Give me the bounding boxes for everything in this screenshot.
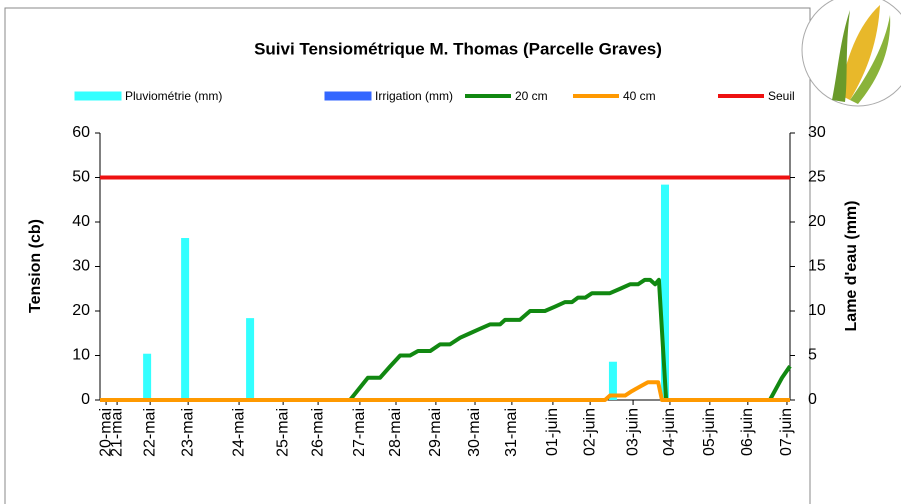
x-tick-label: 23-mai [179,408,196,457]
legend-label: Seuil [768,89,795,103]
y-tick-label: 10 [72,347,90,364]
y-tick-label: 60 [72,124,90,141]
y2-tick-label: 10 [808,302,826,319]
y-axis-title: Tension (cb) [27,219,44,313]
x-tick-label: 24-mai [230,408,247,457]
chart-title: Suivi Tensiométrique M. Thomas (Parcelle… [254,39,662,58]
x-tick-label: 05-juin [701,408,718,456]
legend-label: 20 cm [515,89,548,103]
y2-tick-label: 5 [808,347,817,364]
x-tick-label: 26-mai [309,408,326,457]
y2-tick-label: 30 [808,124,826,141]
x-tick-label: 30-mai [466,408,483,457]
y-tick-label: 50 [72,169,90,186]
legend-swatch [325,92,371,100]
rain-bar [181,238,189,400]
x-tick-label: 04-juin [661,408,678,456]
y-tick-label: 20 [72,302,90,319]
y-tick-label: 0 [81,391,90,408]
legend-label: Irrigation (mm) [375,89,453,103]
chart-frame [5,8,810,504]
x-tick-label: 27-mai [351,408,368,457]
y2-tick-label: 15 [808,258,826,275]
x-tick-label: 31-mai [503,408,520,457]
x-tick-label: 02-juin [581,408,598,456]
legend-swatch [75,92,121,100]
x-tick-label: 29-mai [427,408,444,457]
x-tick-label: 07-juin [778,408,795,456]
y2-tick-label: 25 [808,169,826,186]
x-tick-label: 03-juin [624,408,641,456]
legend-label: 40 cm [623,89,656,103]
x-tick-label: 28-mai [387,408,404,457]
chart: Suivi Tensiométrique M. Thomas (Parcelle… [0,0,901,504]
x-tick-label: 25-mai [274,408,291,457]
x-tick-label: 22-mai [141,408,158,457]
legend-label: Pluviométrie (mm) [125,89,222,103]
y-tick-label: 40 [72,213,90,230]
x-tick-label: 01-juin [544,408,561,456]
rain-bar [143,354,151,400]
x-tick-label: 06-juin [739,408,756,456]
x-tick-label: 21-mai [108,408,125,457]
y2-axis-title: Lame d'eau (mm) [843,201,860,332]
corn-logo [802,0,901,106]
y-tick-label: 30 [72,258,90,275]
y2-tick-label: 0 [808,391,817,408]
rain-bar [246,318,254,400]
y2-tick-label: 20 [808,213,826,230]
